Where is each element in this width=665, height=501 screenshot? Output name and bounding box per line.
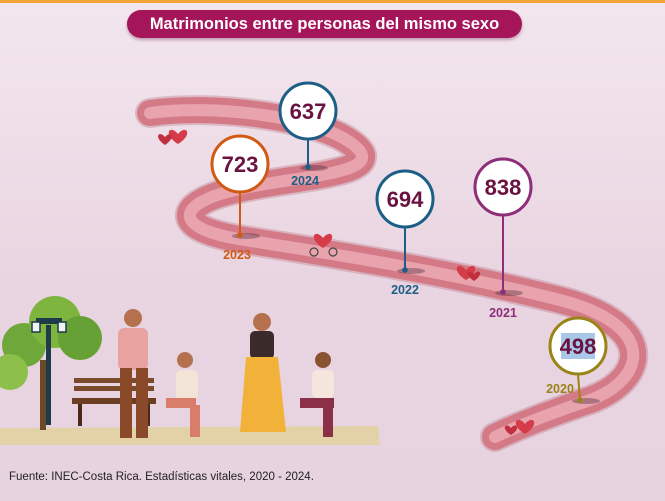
year-label-2021: 2021 bbox=[489, 306, 517, 320]
chart-title: Matrimonios entre personas del mismo sex… bbox=[127, 10, 522, 38]
pin-point bbox=[500, 289, 506, 295]
heart-couple-icon bbox=[158, 129, 188, 145]
data-label-2021: 838 bbox=[485, 175, 522, 200]
pin-stem bbox=[577, 373, 581, 401]
data-marks: 498 2020 838 2021 694 2022 723 2023 637 2024 bbox=[210, 81, 608, 404]
value-bubble bbox=[473, 157, 533, 217]
year-marker-2020: 498 2020 bbox=[546, 316, 608, 404]
kneeling-man-icon bbox=[166, 352, 200, 437]
kneeling-woman-icon bbox=[300, 352, 334, 437]
year-label-2022: 2022 bbox=[391, 283, 419, 297]
year-marker-2024: 637 2024 bbox=[278, 81, 338, 188]
heart-couple-icon bbox=[504, 419, 535, 435]
street-lamp-icon bbox=[31, 318, 67, 425]
value-highlight bbox=[561, 333, 595, 359]
heart-couple-icon bbox=[456, 265, 481, 281]
pin-shadow bbox=[300, 165, 328, 171]
year-marker-2021: 838 2021 bbox=[473, 157, 533, 320]
pin-point bbox=[402, 267, 408, 273]
data-label-2023: 723 bbox=[222, 152, 259, 177]
pin-point bbox=[305, 164, 311, 170]
heart-bicycle-icon bbox=[309, 233, 338, 257]
year-marker-2022: 694 2022 bbox=[375, 169, 435, 297]
value-bubble bbox=[278, 81, 338, 141]
pin-shadow bbox=[572, 398, 600, 404]
pin-point bbox=[577, 397, 583, 403]
data-label-2024: 637 bbox=[290, 99, 327, 124]
year-label-2023: 2023 bbox=[223, 248, 251, 262]
pin-shadow bbox=[397, 268, 425, 274]
year-label-2020: 2020 bbox=[546, 382, 574, 396]
value-bubble bbox=[375, 169, 435, 229]
standing-woman-icon bbox=[240, 313, 286, 432]
data-label-2022: 694 bbox=[387, 187, 424, 212]
standing-man-icon bbox=[118, 309, 148, 438]
value-bubble bbox=[210, 134, 270, 194]
winding-road bbox=[135, 95, 649, 452]
year-marker-2023: 723 2023 bbox=[210, 134, 270, 262]
top-accent-line bbox=[0, 0, 665, 3]
park-scene bbox=[0, 296, 380, 445]
pin-point bbox=[237, 232, 243, 238]
source-note: Fuente: INEC-Costa Rica. Estadísticas vi… bbox=[9, 471, 314, 483]
pin-shadow bbox=[495, 290, 523, 296]
pin-shadow bbox=[232, 233, 260, 239]
data-label-2020: 498 bbox=[560, 334, 597, 359]
decorative-hearts bbox=[158, 129, 535, 435]
year-label-2024: 2024 bbox=[291, 174, 319, 188]
